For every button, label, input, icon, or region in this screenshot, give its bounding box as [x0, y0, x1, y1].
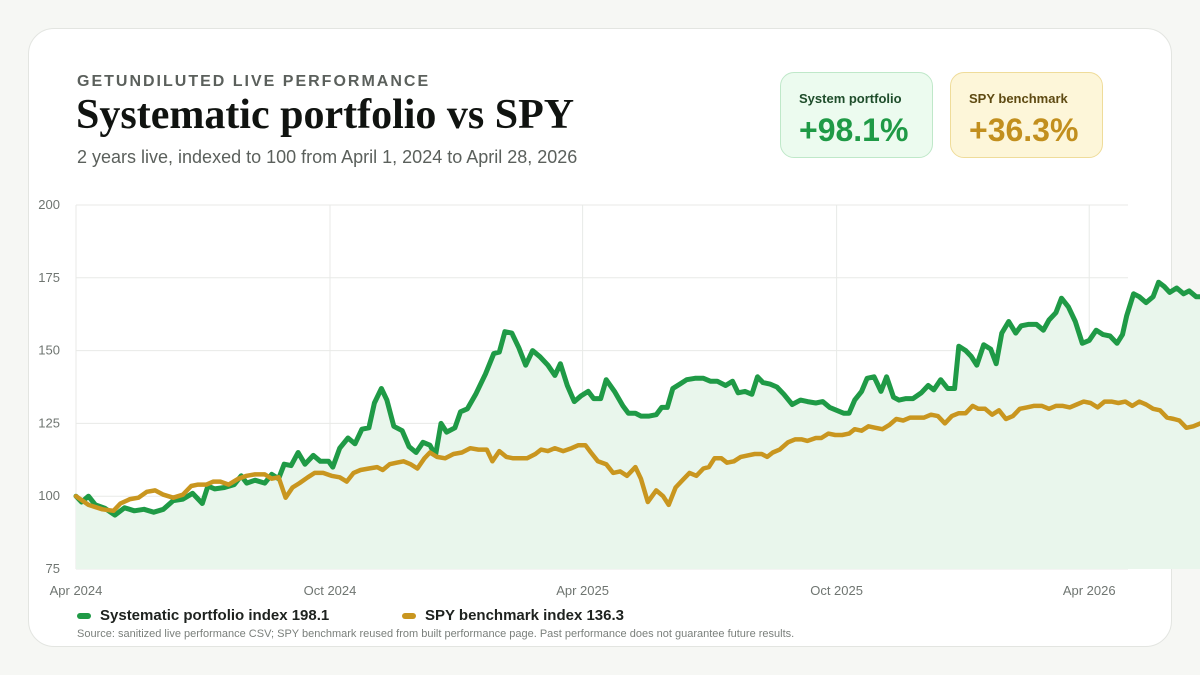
- series-area-system: [76, 282, 1200, 569]
- series-line-system: [73, 279, 1200, 518]
- legend-label-system: Systematic portfolio index 198.1: [100, 607, 330, 624]
- page-subtitle: 2 years live, indexed to 100 from April …: [77, 147, 578, 167]
- source-note: Source: sanitized live performance CSV; …: [77, 628, 795, 640]
- y-tick-label: 200: [38, 197, 60, 212]
- legend-item-system: Systematic portfolio index 198.1: [77, 607, 329, 624]
- spy-benchmark-stat: SPY benchmark +36.3%: [950, 72, 1103, 158]
- spy-stat-label: SPY benchmark: [969, 91, 1068, 106]
- y-tick-label: 150: [38, 343, 60, 358]
- legend-label-spy: SPY benchmark index 136.3: [425, 607, 624, 624]
- legend-swatch-spy: [402, 612, 416, 619]
- x-tick-label: Apr 2025: [556, 583, 609, 598]
- legend-swatch-system: [77, 612, 91, 619]
- y-tick-label: 175: [38, 270, 60, 285]
- x-tick-label: Apr 2024: [50, 583, 103, 598]
- x-tick-label: Apr 2026: [1063, 583, 1116, 598]
- system-portfolio-stat: System portfolio +98.1%: [780, 72, 933, 158]
- legend-item-spy: SPY benchmark index 136.3: [402, 607, 624, 624]
- x-tick-label: Oct 2025: [810, 583, 863, 598]
- x-tick-label: Oct 2024: [304, 583, 357, 598]
- y-tick-label: 100: [38, 488, 60, 503]
- system-stat-label: System portfolio: [799, 91, 902, 106]
- spy-stat-value: +36.3%: [969, 112, 1079, 148]
- y-tick-label: 75: [46, 561, 60, 576]
- eyebrow: GETUNDILUTED LIVE PERFORMANCE: [77, 73, 431, 90]
- y-tick-label: 125: [38, 415, 60, 430]
- page-title: Systematic portfolio vs SPY: [76, 92, 575, 138]
- series-line-spy: [73, 399, 1200, 514]
- system-stat-value: +98.1%: [799, 112, 909, 148]
